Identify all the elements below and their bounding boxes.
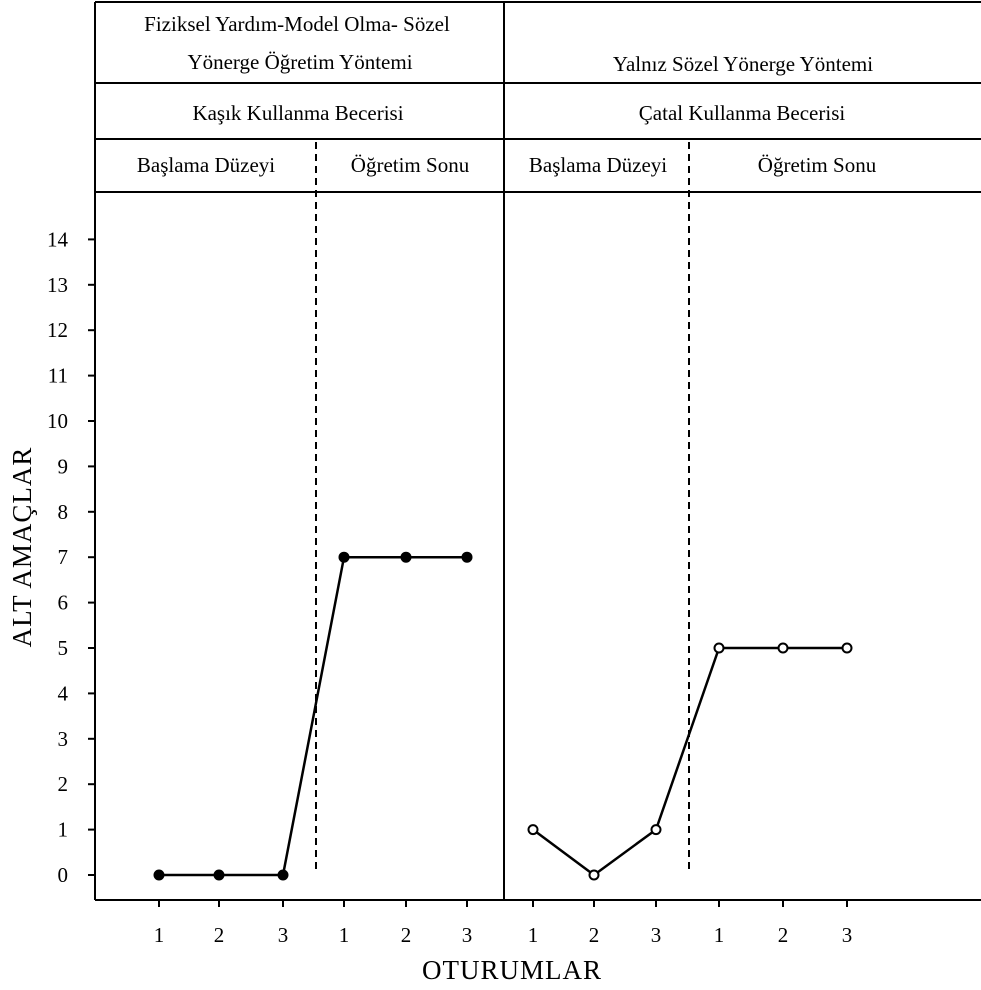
header-table [95, 1, 981, 193]
x-tick-label: 3 [278, 923, 289, 947]
x-axis-label: OTURUMLAR [422, 955, 602, 985]
data-point [650, 824, 662, 836]
data-point [461, 551, 473, 563]
method-title-right: Yalnız Sözel Yönerge Yöntemi [613, 52, 873, 76]
x-tick-label: 1 [339, 923, 350, 947]
x-tick-label: 3 [462, 923, 473, 947]
x-tick-label: 3 [842, 923, 853, 947]
y-tick-label: 2 [58, 772, 69, 796]
series-line-panel-1 [159, 555, 467, 877]
x-tick-label: 2 [589, 923, 600, 947]
y-tick-label: 9 [58, 454, 69, 478]
skill-right: Çatal Kullanma Becerisi [639, 101, 846, 125]
data-point [400, 551, 412, 563]
skill-left: Kaşık Kullanma Becerisi [192, 101, 403, 125]
data-point [338, 551, 350, 563]
y-tick-label: 4 [58, 681, 69, 705]
y-tick-label: 12 [47, 318, 68, 342]
phase-label-left-post: Öğretim Sonu [351, 153, 470, 177]
y-tick-label: 11 [48, 364, 68, 388]
y-tick-label: 1 [58, 818, 69, 842]
phase-label-right-baseline: Başlama Düzeyi [529, 153, 667, 177]
data-point [588, 869, 600, 881]
y-tick-label: 0 [58, 863, 69, 887]
header-labels: Fiziksel Yardım-Model Olma- Sözel Yönerg… [137, 12, 877, 177]
y-tick-label: 13 [47, 273, 68, 297]
x-tick-label: 1 [714, 923, 725, 947]
phase-label-right-post: Öğretim Sonu [758, 153, 877, 177]
data-point [713, 642, 725, 654]
data-point [841, 642, 853, 654]
phase-change-lines [315, 142, 690, 870]
x-tick-label: 1 [154, 923, 165, 947]
series [153, 551, 853, 881]
x-tick-label: 3 [651, 923, 662, 947]
y-tick-label: 7 [58, 545, 69, 569]
y-tick-label: 8 [58, 500, 69, 524]
y-tick-label: 14 [47, 227, 69, 251]
phase-label-left-baseline: Başlama Düzeyi [137, 153, 275, 177]
method-title-left-line2: Yönerge Öğretim Yöntemi [187, 50, 412, 74]
y-tick-label: 6 [58, 591, 69, 615]
x-ticks: 1 2 3 1 2 3 1 2 3 1 2 3 [154, 900, 853, 947]
data-point [527, 824, 539, 836]
method-title-left-line1: Fiziksel Yardım-Model Olma- Sözel [144, 12, 450, 36]
data-point [153, 869, 165, 881]
data-point [213, 869, 225, 881]
x-tick-label: 1 [528, 923, 539, 947]
axes [94, 2, 981, 901]
data-point [277, 869, 289, 881]
x-tick-label: 2 [214, 923, 225, 947]
y-tick-label: 10 [47, 409, 68, 433]
x-tick-label: 2 [778, 923, 789, 947]
y-tick-label: 5 [58, 636, 69, 660]
y-tick-label: 3 [58, 727, 69, 751]
data-point [777, 642, 789, 654]
series-line-panel-2 [532, 646, 847, 877]
y-axis-label: ALT AMAÇLAR [7, 447, 37, 648]
x-tick-label: 2 [401, 923, 412, 947]
